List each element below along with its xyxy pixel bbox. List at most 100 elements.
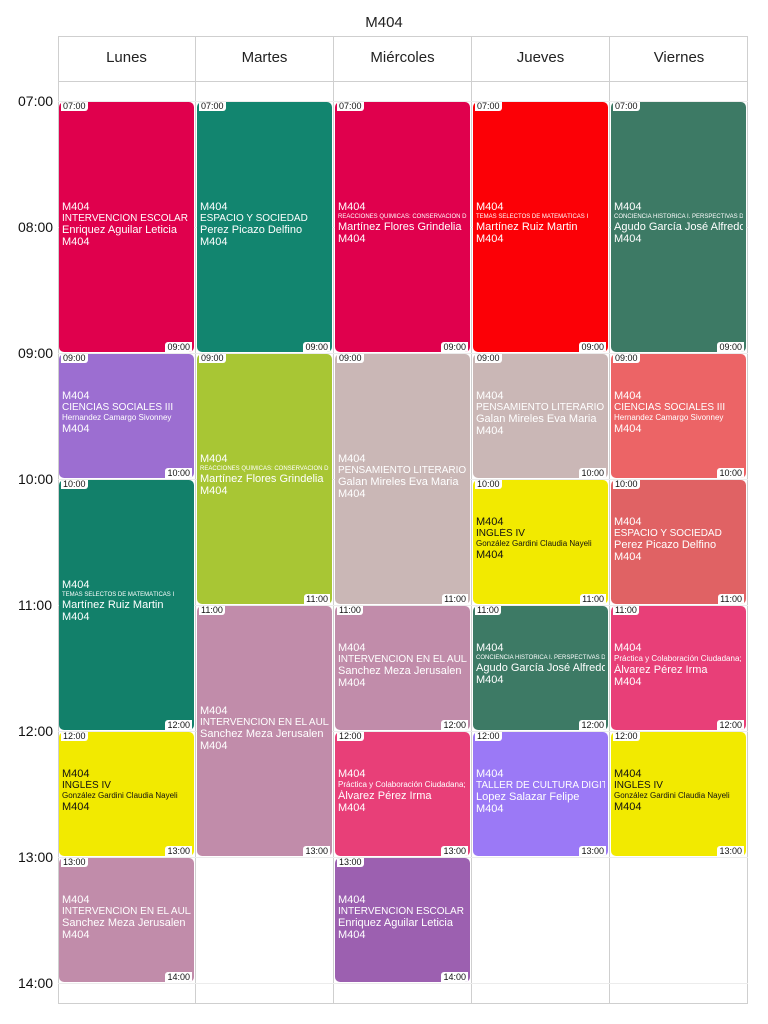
class-block[interactable]: 07:00 09:00 M404 ESPACIO Y SOCIEDAD Perez Pi…: [197, 102, 332, 352]
end-time: 09:00: [579, 342, 606, 352]
class-block[interactable]: 10:00 12:00 M404 TEMAS SELECTOS DE MATEMÁTI…: [59, 480, 194, 730]
class-block[interactable]: 09:00 11:00 M404 PENSAMIENTO LITERARIO Galan…: [335, 354, 470, 604]
teacher-label: Agudo García José Alfredo: [476, 662, 605, 674]
hour-gridline: [58, 983, 748, 984]
room-label: M404: [338, 894, 366, 906]
class-block[interactable]: 07:00 09:00 M404 TEMAS SELECTOS DE MATEMÁTI…: [473, 102, 608, 352]
room-label-secondary: M404: [338, 677, 366, 689]
hour-gridline: [58, 857, 748, 858]
teacher-label: González Gardini Claudia Nayeli: [476, 539, 592, 548]
start-time: 11:00: [199, 606, 225, 615]
subject-label: REACCIONES QUÍMICAS: CONSERVACIÓN DE LA …: [338, 214, 467, 220]
class-block[interactable]: 09:00 10:00 M404 CIENCIAS SOCIALES III Herna…: [59, 354, 194, 478]
start-time: 09:00: [199, 354, 226, 363]
class-block[interactable]: 09:00 11:00 M404 REACCIONES QUÍMICAS: CONSE…: [197, 354, 332, 604]
room-label-secondary: M404: [476, 803, 504, 815]
class-block[interactable]: 11:00 12:00 M404 CONCIENCIA HISTÓRICA I. PE…: [473, 606, 608, 730]
room-label: M404: [200, 201, 228, 213]
end-time: 09:00: [165, 342, 192, 352]
end-time: 11:00: [304, 594, 330, 604]
room-label: M404: [338, 768, 366, 780]
day-header: Martes: [196, 36, 334, 82]
subject-label: CIENCIAS SOCIALES III: [614, 402, 726, 413]
teacher-label: Perez Picazo Delfino: [614, 539, 717, 551]
start-time: 07:00: [199, 102, 226, 111]
day-column: [58, 36, 196, 1004]
class-block[interactable]: 07:00 09:00 M404 INTERVENCIÓN ESCOLAR Enriqu…: [59, 102, 194, 352]
teacher-label: Enriquez Aguilar Leticia: [338, 917, 453, 929]
room-label: M404: [476, 201, 504, 213]
class-block[interactable]: 12:00 13:00 M404 INGLÉS IV González Gardini …: [59, 732, 194, 856]
class-block[interactable]: 10:00 11:00 M404 INGLÉS IV González Gardini …: [473, 480, 608, 604]
teacher-label: Martínez Flores Grindelia: [200, 473, 324, 485]
start-time: 12:00: [61, 732, 88, 741]
room-label: M404: [338, 642, 366, 654]
room-label: M404: [476, 516, 504, 528]
subject-label: CONCIENCIA HISTÓRICA I. PERSPECTIVAS DEL…: [476, 655, 605, 661]
room-label: M404: [338, 201, 366, 213]
start-time: 09:00: [475, 354, 502, 363]
class-block[interactable]: 07:00 09:00 M404 REACCIONES QUÍMICAS: CONSE…: [335, 102, 470, 352]
start-time: 10:00: [613, 480, 640, 489]
class-block[interactable]: 11:00 12:00 M404 Práctica y Colaboración Ci…: [611, 606, 746, 730]
end-time: 13:00: [717, 846, 744, 856]
teacher-label: Sanchez Meza Jerusalen: [338, 665, 462, 677]
room-label-secondary: M404: [338, 802, 366, 814]
start-time: 07:00: [61, 102, 88, 111]
class-block[interactable]: 12:00 13:00 M404 INGLÉS IV González Gardini …: [611, 732, 746, 856]
subject-label: INGLÉS IV: [476, 528, 525, 539]
teacher-label: Hernandez Camargo Sivonney: [614, 413, 724, 422]
room-label-secondary: M404: [62, 236, 90, 248]
hour-gridline: [58, 353, 748, 354]
hour-gridline: [58, 101, 748, 102]
class-block[interactable]: 09:00 10:00 M404 PENSAMIENTO LITERARIO Galan…: [473, 354, 608, 478]
teacher-label: González Gardini Claudia Nayeli: [614, 791, 730, 800]
room-label: M404: [200, 453, 228, 465]
subject-label: PENSAMIENTO LITERARIO: [476, 402, 605, 413]
day-header: Lunes: [58, 36, 196, 82]
day-header: Viernes: [610, 36, 748, 82]
class-block[interactable]: 13:00 14:00 M404 INTERVENCIÓN EN EL AULA San…: [59, 858, 194, 982]
room-label: M404: [62, 894, 90, 906]
class-block[interactable]: 07:00 09:00 M404 CONCIENCIA HISTÓRICA I. PE…: [611, 102, 746, 352]
class-block[interactable]: 13:00 14:00 M404 INTERVENCIÓN ESCOLAR Enriqu…: [335, 858, 470, 982]
teacher-label: Sanchez Meza Jerusalen: [62, 917, 186, 929]
end-time: 09:00: [441, 342, 468, 352]
room-label: M404: [614, 516, 642, 528]
day-column: [196, 36, 334, 1004]
class-block[interactable]: 11:00 12:00 M404 INTERVENCIÓN EN EL AULA San…: [335, 606, 470, 730]
schedule-grid: [58, 36, 748, 1004]
end-time: 11:00: [442, 594, 468, 604]
room-label-secondary: M404: [614, 676, 642, 688]
end-time: 13:00: [165, 846, 192, 856]
teacher-label: Álvarez Pérez Irma: [338, 790, 432, 802]
class-block[interactable]: 11:00 13:00 M404 INTERVENCIÓN EN EL AULA San…: [197, 606, 332, 856]
end-time: 10:00: [717, 468, 744, 478]
room-label: M404: [614, 201, 642, 213]
room-label: M404: [338, 453, 366, 465]
room-label: M404: [62, 390, 90, 402]
start-time: 12:00: [613, 732, 640, 741]
room-label-secondary: M404: [476, 549, 504, 561]
class-block[interactable]: 12:00 13:00 M404 Práctica y Colaboración Ci…: [335, 732, 470, 856]
subject-label: Práctica y Colaboración Ciudadana;: [614, 654, 742, 663]
room-label-secondary: M404: [476, 425, 504, 437]
room-label: M404: [614, 768, 642, 780]
teacher-label: Martínez Flores Grindelia: [338, 221, 462, 233]
start-time: 11:00: [475, 606, 501, 615]
class-block[interactable]: 10:00 11:00 M404 ESPACIO Y SOCIEDAD Perez Pi…: [611, 480, 746, 604]
start-time: 11:00: [337, 606, 363, 615]
room-label-secondary: M404: [200, 485, 228, 497]
end-time: 11:00: [580, 594, 606, 604]
day-header: Miércoles: [334, 36, 472, 82]
end-time: 13:00: [579, 846, 606, 856]
class-block[interactable]: 09:00 10:00 M404 CIENCIAS SOCIALES III Herna…: [611, 354, 746, 478]
end-time: 10:00: [165, 468, 192, 478]
subject-label: INTERVENCIÓN ESCOLAR: [338, 906, 464, 917]
hour-label: 10:00: [18, 471, 54, 487]
room-label: M404: [62, 768, 90, 780]
end-time: 14:00: [165, 972, 192, 982]
hour-label: 14:00: [18, 975, 54, 991]
end-time: 12:00: [717, 720, 744, 730]
